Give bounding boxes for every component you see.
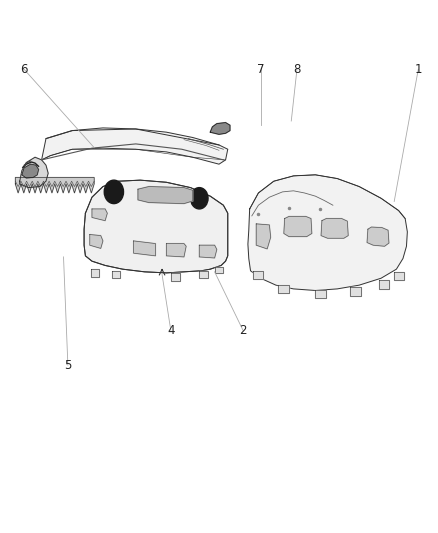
Polygon shape	[278, 285, 289, 293]
Polygon shape	[171, 273, 180, 281]
Text: 4: 4	[167, 324, 175, 337]
Polygon shape	[112, 271, 120, 278]
Circle shape	[191, 188, 208, 209]
Polygon shape	[138, 187, 193, 204]
Polygon shape	[321, 219, 348, 238]
Text: 2: 2	[239, 324, 247, 337]
Polygon shape	[256, 224, 271, 249]
Polygon shape	[134, 241, 155, 256]
Polygon shape	[394, 272, 404, 280]
Polygon shape	[15, 177, 94, 193]
Polygon shape	[84, 180, 228, 273]
Polygon shape	[166, 244, 186, 257]
Polygon shape	[215, 266, 223, 273]
Polygon shape	[20, 157, 48, 188]
Polygon shape	[199, 245, 217, 258]
Polygon shape	[315, 290, 326, 298]
Polygon shape	[210, 123, 230, 134]
Polygon shape	[22, 164, 39, 178]
Text: 5: 5	[64, 359, 71, 372]
Polygon shape	[42, 128, 228, 164]
Polygon shape	[199, 271, 208, 278]
Text: 6: 6	[20, 63, 28, 76]
Polygon shape	[253, 271, 263, 279]
Polygon shape	[92, 209, 107, 221]
Polygon shape	[350, 287, 361, 296]
Text: 8: 8	[293, 63, 300, 76]
Text: 7: 7	[257, 63, 265, 76]
Polygon shape	[284, 216, 312, 237]
Polygon shape	[91, 269, 99, 277]
Polygon shape	[90, 235, 103, 248]
Circle shape	[104, 180, 124, 204]
Polygon shape	[379, 280, 389, 289]
Polygon shape	[367, 227, 389, 246]
Text: 1: 1	[414, 63, 422, 76]
Polygon shape	[248, 175, 407, 290]
